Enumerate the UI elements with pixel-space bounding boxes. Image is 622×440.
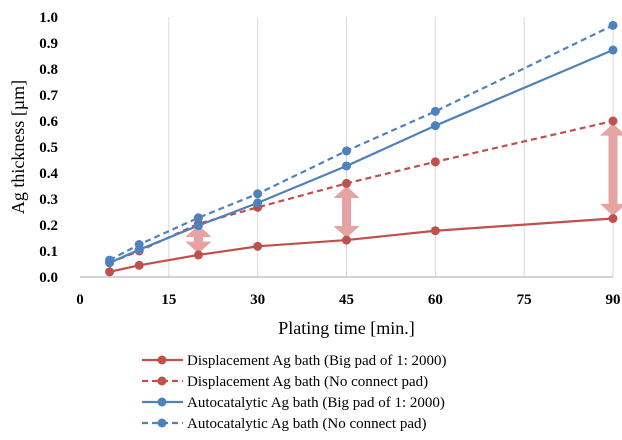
series-3-point xyxy=(253,198,263,208)
x-axis-title: Plating time [min.] xyxy=(278,318,415,338)
data-series xyxy=(105,20,618,277)
x-tick-label: 15 xyxy=(161,292,176,308)
double-arrow-1 xyxy=(185,225,212,254)
series-line-4 xyxy=(109,24,614,262)
legend-swatch-marker xyxy=(157,355,167,365)
series-line-1 xyxy=(109,217,614,273)
legend-label: Autocatalytic Ag bath (No connect pad) xyxy=(187,416,427,432)
legend-label: Autocatalytic Ag bath (Big pad of 1: 200… xyxy=(187,395,445,411)
series-1-point xyxy=(608,214,618,223)
series-line-3 xyxy=(109,49,614,264)
series-2-point xyxy=(342,178,351,188)
y-tick-label: 0.7 xyxy=(39,88,58,104)
y-tick-label: 0.4 xyxy=(39,166,58,182)
series-line-2 xyxy=(109,119,614,264)
series-3-point xyxy=(342,161,351,171)
x-tick-label: 30 xyxy=(250,292,265,308)
series-3-point xyxy=(608,45,618,55)
y-tick-label: 1.0 xyxy=(39,10,58,26)
x-tick-label: 75 xyxy=(517,292,532,308)
y-tick-label: 0.0 xyxy=(39,270,58,286)
series-1-point xyxy=(134,260,144,270)
series-4-point xyxy=(105,255,115,265)
y-tick-label: 0.5 xyxy=(39,140,58,156)
series-4-point xyxy=(253,189,263,199)
series-3-point xyxy=(193,221,203,231)
x-tick-labels: 0 15 30 45 60 75 90 xyxy=(76,292,620,308)
double-arrow-3 xyxy=(600,123,622,216)
x-tick-label: 90 xyxy=(606,292,621,308)
x-tick-label: 60 xyxy=(428,292,443,308)
series-4-point xyxy=(430,106,440,116)
legend-swatch-marker xyxy=(157,376,167,386)
y-axis-title: Ag thickness [µm] xyxy=(8,80,28,214)
y-tick-label: 0.8 xyxy=(39,62,58,78)
x-tick-label: 0 xyxy=(76,292,84,308)
legend-swatch-marker xyxy=(157,397,167,407)
x-tick-label: 45 xyxy=(339,292,354,308)
series-2-point xyxy=(430,157,440,167)
series-1-point xyxy=(193,250,203,260)
y-tick-label: 0.2 xyxy=(39,218,58,234)
y-tick-label: 0.6 xyxy=(39,114,58,130)
legend-swatch-marker xyxy=(157,418,167,428)
series-1-point xyxy=(105,267,115,277)
series-2-point xyxy=(608,116,618,126)
double-arrow-2 xyxy=(333,186,360,238)
legend: Displacement Ag bath (Big pad of 1: 2000… xyxy=(142,353,447,432)
y-tick-label: 0.3 xyxy=(39,192,58,208)
series-4-point xyxy=(342,146,351,156)
series-4-point xyxy=(193,213,203,223)
series-1-point xyxy=(430,226,440,236)
series-1-point xyxy=(342,235,351,245)
y-tick-label: 0.1 xyxy=(39,244,58,260)
y-tick-label: 0.9 xyxy=(39,36,58,52)
annotation-arrows xyxy=(185,123,622,254)
legend-label: Displacement Ag bath (No connect pad) xyxy=(187,374,428,390)
y-tick-labels: 0.0 0.1 0.2 0.3 0.4 0.5 0.6 0.7 0.8 0.9 1.0 xyxy=(39,10,58,286)
series-4-point xyxy=(134,240,144,249)
series-1-point xyxy=(253,241,263,251)
legend-label: Displacement Ag bath (Big pad of 1: 2000… xyxy=(187,353,447,369)
series-4-point xyxy=(608,20,618,30)
series-3-point xyxy=(430,121,440,131)
